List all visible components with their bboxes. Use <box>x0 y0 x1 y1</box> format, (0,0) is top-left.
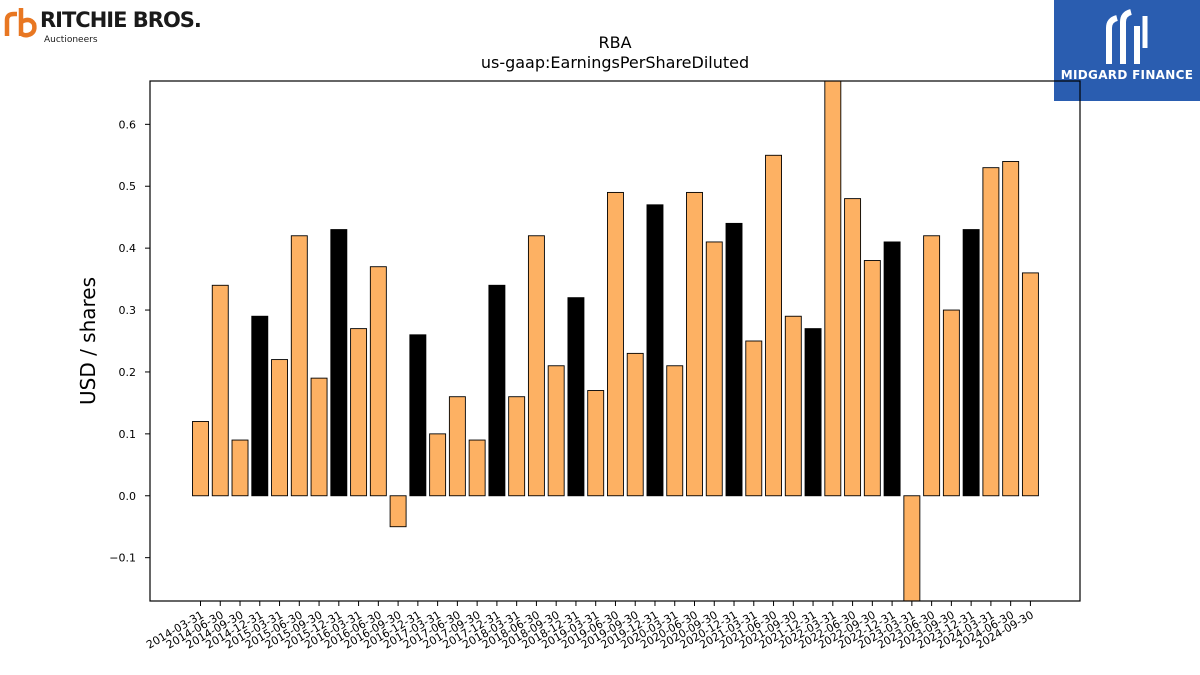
bar-2014-03-31 <box>192 421 209 497</box>
bar-2014-06-30 <box>211 284 229 497</box>
bar-2017-12-31 <box>488 284 506 497</box>
bar-2021-09-30 <box>784 315 802 497</box>
bar-2020-06-30 <box>686 191 703 497</box>
bar-2019-03-31 <box>587 390 605 497</box>
bar-2020-09-30 <box>705 241 723 497</box>
bar-2015-09-30 <box>310 377 328 497</box>
y-tick-label: 0.1 <box>119 428 137 441</box>
bar-2017-06-30 <box>448 396 466 497</box>
y-axis-label: USD / shares <box>76 277 100 405</box>
y-tick-label: 0.3 <box>119 304 137 317</box>
bar-2021-03-31 <box>745 340 763 497</box>
bar-2016-12-31 <box>409 334 427 497</box>
ritchie-bros-logo: RITCHIE BROS. Auctioneers <box>4 4 202 48</box>
bar-2022-12-31 <box>883 241 901 497</box>
bar-2022-03-31 <box>824 81 842 497</box>
bar-2022-09-30 <box>863 260 881 497</box>
bar-2016-06-30 <box>369 266 387 497</box>
x-axis-ticks: 2014-03-312014-06-302014-09-302014-12-31… <box>144 601 1036 652</box>
y-tick-label: 0.2 <box>119 366 137 379</box>
bar-2014-12-31 <box>251 315 269 497</box>
bar-2016-03-31 <box>350 328 368 497</box>
bar-2023-12-31 <box>962 229 980 497</box>
midgard-emblem-icon <box>1106 9 1148 64</box>
bar-2019-06-30 <box>607 191 624 497</box>
y-tick-label: −0.1 <box>109 552 136 565</box>
bar-2021-12-31 <box>804 328 822 497</box>
bar-2017-03-31 <box>429 433 447 497</box>
bar-2018-03-31 <box>508 396 526 497</box>
bar-2019-12-31 <box>646 204 664 497</box>
y-tick-label: 0.0 <box>119 490 137 503</box>
bar-2015-03-31 <box>271 359 288 497</box>
bar-2017-09-30 <box>468 439 486 497</box>
y-tick-label: 0.6 <box>119 118 137 131</box>
bar-2019-09-30 <box>626 352 644 497</box>
bar-2014-09-30 <box>231 439 249 497</box>
ritchie-bros-logo-tagline: Auctioneers <box>44 35 98 45</box>
bar-2023-09-30 <box>942 309 960 497</box>
bar-2018-12-31 <box>567 297 585 497</box>
bar-2018-09-30 <box>547 365 565 497</box>
bar-2015-12-31 <box>330 229 348 497</box>
bar-2023-06-30 <box>923 235 941 497</box>
bar-2024-06-30 <box>1002 161 1020 497</box>
chart-title: RBA <box>598 33 631 52</box>
bars-group <box>192 81 1039 601</box>
ritchie-bros-logo-text: RITCHIE BROS. <box>40 8 202 32</box>
bar-2015-06-30 <box>290 235 308 497</box>
y-tick-label: 0.5 <box>119 180 137 193</box>
bar-2023-03-31 <box>903 495 921 601</box>
bar-2021-06-30 <box>765 154 782 497</box>
ritchie-bros-rb-icon <box>4 8 37 38</box>
y-tick-label: 0.4 <box>119 242 137 255</box>
bar-2016-09-30 <box>389 495 407 528</box>
bar-2020-03-31 <box>666 365 684 497</box>
midgard-finance-logo-text: MIDGARD FINANCE <box>1060 68 1194 82</box>
bar-2020-12-31 <box>725 222 743 497</box>
midgard-finance-logo: MIDGARD FINANCE <box>1054 0 1200 101</box>
bar-2018-06-30 <box>527 235 545 497</box>
bar-2024-09-30 <box>1021 272 1039 497</box>
chart-subtitle: us-gaap:EarningsPerShareDiluted <box>481 53 749 72</box>
plot-frame <box>149 80 1081 602</box>
bar-2024-03-31 <box>982 167 1000 497</box>
y-axis-ticks: −0.1 0.0 0.1 0.2 0.3 0.4 0.5 0.6 <box>109 118 150 565</box>
bar-2022-06-30 <box>844 198 862 497</box>
